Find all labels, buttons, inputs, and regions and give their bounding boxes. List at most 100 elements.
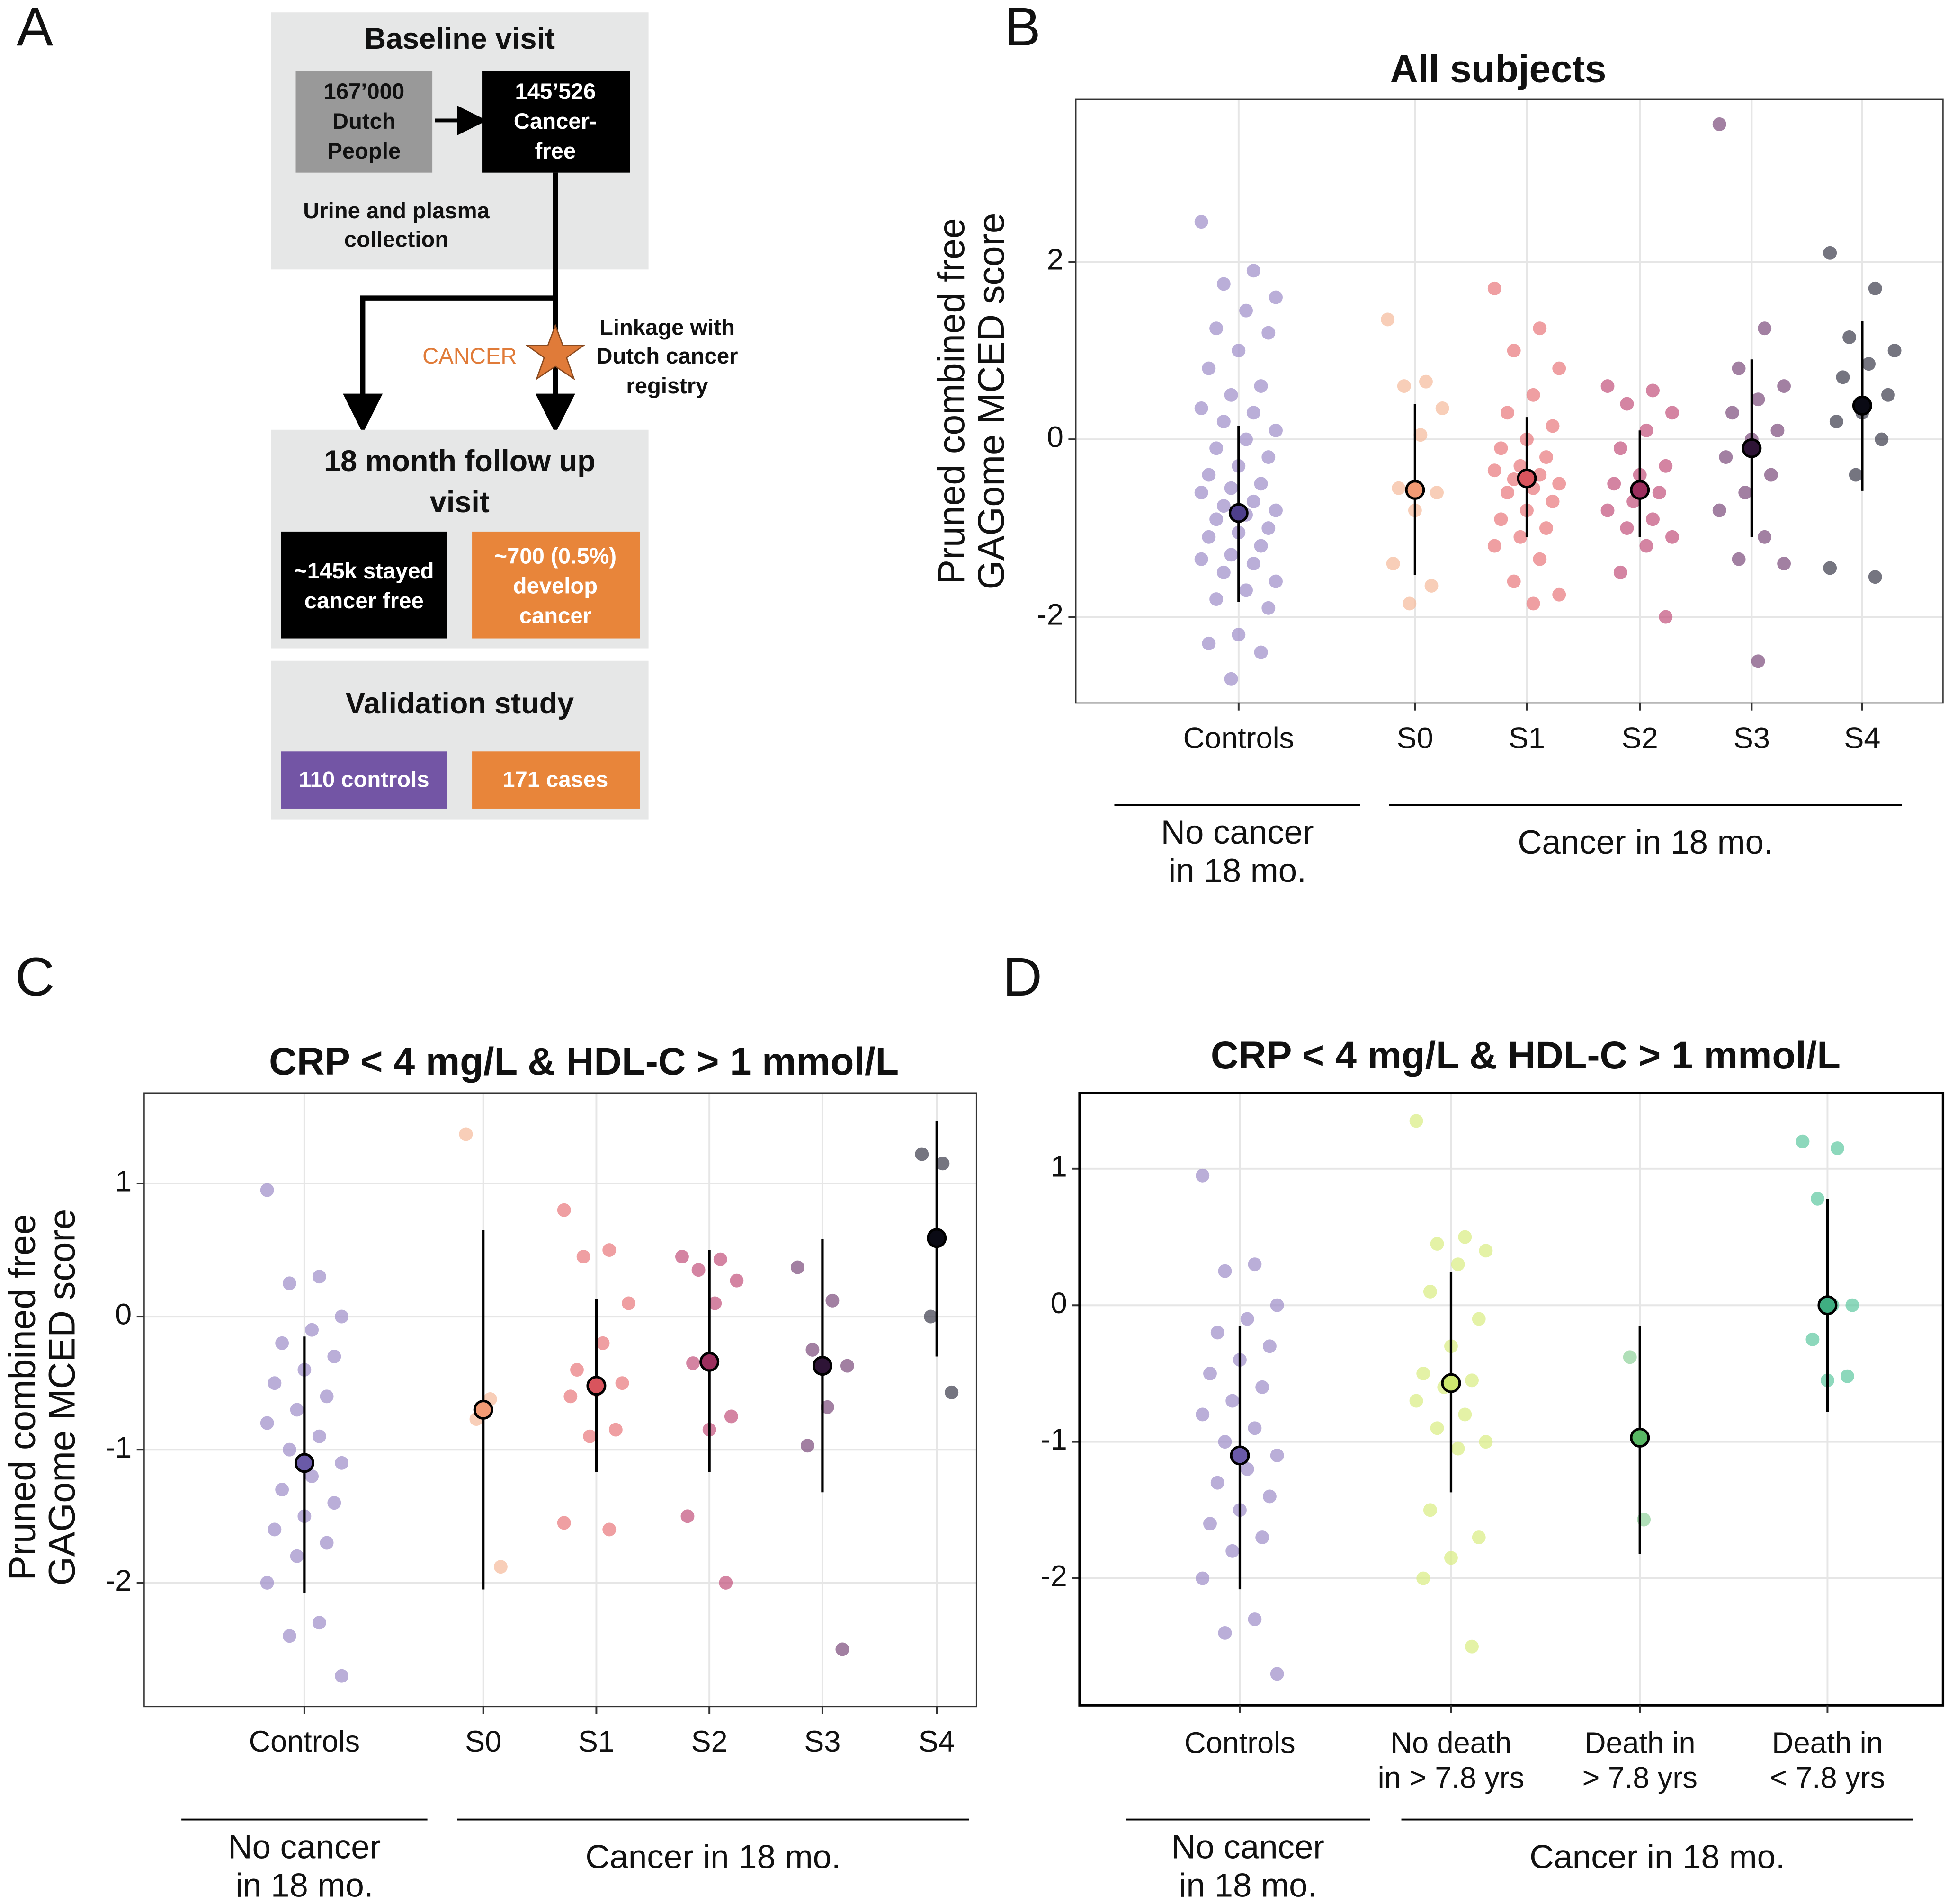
- point: [1224, 388, 1238, 402]
- group-label: in 18 mo.: [1179, 1867, 1317, 1904]
- group-label: Cancer in 18 mo.: [1518, 824, 1773, 861]
- point: [719, 1575, 733, 1590]
- y-tick-label: 1: [115, 1165, 132, 1198]
- point: [1600, 379, 1615, 393]
- point: [1725, 406, 1739, 420]
- point: [260, 1416, 274, 1430]
- box-text: develop: [513, 573, 598, 598]
- point: [1240, 1462, 1254, 1476]
- box-title: 18 month follow up: [324, 445, 596, 478]
- point: [1719, 450, 1733, 464]
- point: [1194, 486, 1208, 499]
- point: [1194, 552, 1208, 566]
- point: [615, 1376, 629, 1390]
- point: [1246, 264, 1260, 278]
- point: [1430, 1237, 1444, 1251]
- box-text: 167’000: [323, 79, 404, 104]
- point: [1203, 1366, 1217, 1380]
- box-text: cancer free: [304, 588, 424, 614]
- point: [1224, 481, 1238, 495]
- point: [1270, 1298, 1284, 1312]
- point: [1419, 374, 1433, 389]
- point: [1552, 477, 1566, 491]
- point: [1507, 344, 1521, 357]
- y-tick-label: -2: [1041, 1560, 1067, 1593]
- mean-point: [1230, 1445, 1250, 1466]
- point: [1423, 1284, 1437, 1299]
- point: [1209, 441, 1224, 455]
- x-tick-label: S4: [919, 1725, 955, 1758]
- plot-frame: [1075, 98, 1944, 704]
- point: [1423, 1503, 1437, 1517]
- point: [1494, 441, 1508, 455]
- x-tick-label: No death: [1391, 1726, 1512, 1760]
- point: [1472, 1312, 1486, 1326]
- point: [583, 1429, 597, 1443]
- x-tick-label: Death in: [1772, 1726, 1883, 1760]
- point: [305, 1469, 319, 1483]
- point: [1224, 548, 1238, 562]
- x-tick-label: S1: [578, 1725, 615, 1758]
- mean-point: [1742, 438, 1762, 458]
- point: [1246, 557, 1260, 571]
- y-tick-label: 1: [1051, 1150, 1067, 1183]
- point: [936, 1157, 950, 1171]
- x-tick-label: Death in: [1584, 1726, 1695, 1760]
- point: [805, 1343, 820, 1357]
- point: [724, 1409, 738, 1424]
- point: [1232, 628, 1246, 642]
- y-tick-label: -1: [1041, 1423, 1067, 1456]
- arrow: [343, 172, 558, 434]
- point: [608, 1423, 623, 1437]
- stayed-box: [281, 531, 447, 639]
- point: [945, 1385, 959, 1399]
- y-tick-label: 2: [1047, 243, 1063, 276]
- point: [1209, 512, 1224, 526]
- point: [312, 1616, 326, 1630]
- point: [1202, 468, 1216, 482]
- point: [1613, 441, 1627, 455]
- point: [1507, 574, 1521, 588]
- group-label: Cancer in 18 mo.: [1529, 1838, 1785, 1876]
- cancer-free-box: [482, 71, 630, 173]
- point: [1526, 388, 1540, 402]
- x-tick-label: Controls: [1184, 1726, 1295, 1760]
- y-tick-label: 0: [1051, 1287, 1067, 1320]
- point: [825, 1293, 840, 1308]
- point: [1770, 423, 1785, 437]
- point: [1255, 1530, 1269, 1544]
- point: [1218, 1435, 1232, 1449]
- box-text: 145’526: [515, 79, 596, 104]
- point: [686, 1356, 700, 1370]
- x-tick-label: S1: [1509, 721, 1545, 755]
- point: [1196, 1168, 1210, 1183]
- point: [602, 1243, 617, 1257]
- group-label: Cancer in 18 mo.: [585, 1838, 840, 1876]
- point: [840, 1359, 854, 1373]
- cases-box: [472, 751, 640, 809]
- point: [493, 1560, 508, 1574]
- point: [1659, 610, 1673, 624]
- point: [730, 1273, 744, 1288]
- linkage-text: Dutch cancer: [596, 344, 738, 369]
- point: [563, 1389, 578, 1404]
- point: [1381, 312, 1395, 327]
- point: [1202, 636, 1216, 650]
- plot-frame: [143, 1092, 977, 1708]
- x-tick-label: S3: [804, 1725, 840, 1758]
- point: [1539, 521, 1553, 535]
- point: [1830, 1141, 1844, 1156]
- point: [1758, 321, 1772, 336]
- point: [1465, 1639, 1479, 1654]
- point: [1751, 654, 1765, 668]
- point: [1868, 570, 1882, 584]
- point: [282, 1629, 296, 1643]
- point: [335, 1456, 349, 1470]
- y-tick-label: 0: [115, 1298, 132, 1331]
- point: [1403, 596, 1417, 611]
- point: [1262, 1339, 1277, 1353]
- y-axis-label: Pruned combined free: [1, 1214, 43, 1580]
- chart-title: CRP < 4 mg/L & HDL-C > 1 mmol/L: [1211, 1034, 1841, 1077]
- point: [691, 1263, 706, 1277]
- y-tick-label: 0: [1047, 421, 1063, 454]
